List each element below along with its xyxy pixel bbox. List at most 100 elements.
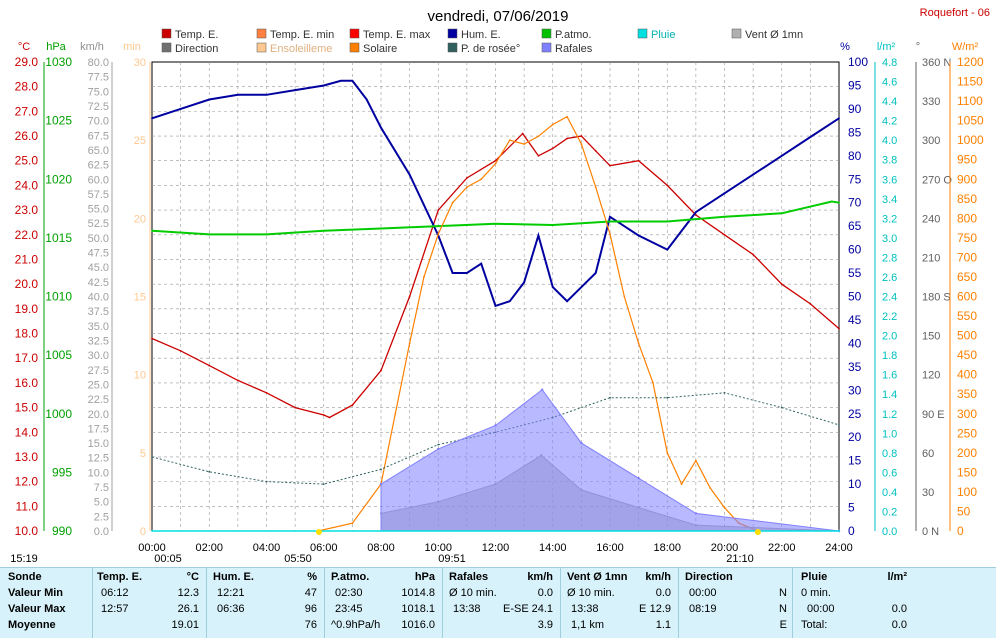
chart-title: vendredi, 07/06/2019 bbox=[428, 8, 569, 25]
data-point bbox=[838, 327, 840, 330]
data-point bbox=[609, 233, 611, 235]
data-point bbox=[680, 483, 683, 485]
data-point bbox=[465, 186, 468, 188]
humidity-tick-label: 65 bbox=[848, 219, 862, 233]
rain-tick-label: 1.0 bbox=[882, 428, 897, 440]
data-point bbox=[236, 93, 239, 96]
dir-max-value: N bbox=[779, 603, 787, 615]
data-point bbox=[666, 220, 669, 223]
data-point bbox=[809, 303, 812, 305]
sunshine-tick-label: 15 bbox=[134, 292, 146, 304]
rain-tick-label: 1.2 bbox=[882, 409, 897, 421]
rain-tick-label: 1.6 bbox=[882, 370, 897, 382]
pressure-tick-label: 1010 bbox=[45, 290, 72, 304]
time-tick-label: 10:00 bbox=[424, 542, 452, 554]
humidity-tick-label: 45 bbox=[848, 313, 862, 327]
rain-tick-label: 3.8 bbox=[882, 155, 897, 167]
rain-tick-label: 0.6 bbox=[882, 467, 897, 479]
axis-unit-label: hPa bbox=[46, 41, 66, 53]
wind-max-value: 12.9 bbox=[649, 603, 671, 615]
rain-tick-label: 2.4 bbox=[882, 292, 897, 304]
temp-unit: °C bbox=[186, 571, 199, 583]
legend-label: Ensoleilleme bbox=[270, 43, 332, 55]
time-tick-label: 04:00 bbox=[253, 542, 281, 554]
direction-tick-label: 270 O bbox=[922, 174, 952, 186]
humidity-tick-label: 90 bbox=[848, 102, 862, 116]
pressure-tick-label: 995 bbox=[52, 465, 72, 479]
data-point bbox=[780, 212, 783, 215]
data-point bbox=[723, 233, 726, 236]
humidity-tick-label: 85 bbox=[848, 125, 862, 139]
data-point bbox=[179, 108, 182, 110]
wind-tick-label: 35.0 bbox=[88, 321, 109, 333]
data-point bbox=[652, 381, 654, 384]
data-point bbox=[179, 349, 182, 352]
data-point bbox=[609, 164, 611, 167]
rain-tick-label: 4.8 bbox=[882, 57, 897, 69]
temp-header: Temp. E. bbox=[97, 571, 143, 583]
data-point bbox=[609, 396, 611, 399]
data-point bbox=[609, 215, 611, 218]
legend-label: Temp. E. min bbox=[270, 29, 334, 41]
hum-min-time: 12:21 bbox=[217, 587, 245, 599]
dir-min-time: 00:00 bbox=[689, 587, 717, 599]
temp-tick-label: 26.0 bbox=[15, 129, 39, 143]
rain-tick-label: 0.2 bbox=[882, 506, 897, 518]
data-point bbox=[508, 300, 511, 303]
solar-tick-label: 150 bbox=[957, 465, 977, 479]
data-point bbox=[666, 184, 669, 187]
wind-tick-label: 22.5 bbox=[88, 394, 109, 406]
rain-tick-label: 4.2 bbox=[882, 116, 897, 128]
wind-tick-label: 72.5 bbox=[88, 101, 109, 113]
data-point bbox=[694, 214, 697, 216]
data-point bbox=[208, 364, 211, 367]
data-point bbox=[594, 186, 597, 188]
humidity-tick-label: 50 bbox=[848, 290, 862, 304]
humidity-tick-label: 10 bbox=[848, 477, 862, 491]
humidity-tick-label: 75 bbox=[848, 172, 862, 186]
solar-tick-label: 0 bbox=[957, 524, 964, 538]
axis-unit-label: min bbox=[123, 41, 141, 53]
solar-tick-label: 800 bbox=[957, 211, 977, 225]
data-point bbox=[437, 447, 440, 451]
wind-tick-label: 15.0 bbox=[88, 438, 109, 450]
data-point bbox=[709, 487, 712, 489]
gust-header: Rafales bbox=[449, 571, 489, 583]
data-point bbox=[838, 201, 840, 204]
dir-header: Direction bbox=[685, 571, 733, 583]
temp-tick-label: 14.0 bbox=[15, 425, 39, 439]
rain-tick-label: 4.4 bbox=[882, 96, 897, 108]
temp-tick-label: 15.0 bbox=[15, 401, 39, 415]
data-point bbox=[594, 272, 597, 274]
sun-marker-icon bbox=[754, 529, 761, 535]
data-point bbox=[723, 192, 726, 195]
data-point bbox=[723, 506, 726, 509]
pres-min-value: 1014.8 bbox=[401, 587, 435, 599]
data-point bbox=[294, 89, 297, 92]
direction-tick-label: 300 bbox=[922, 135, 940, 147]
gust-max-value: 24.1 bbox=[531, 603, 553, 615]
series-gusts-area bbox=[380, 388, 840, 532]
direction-tick-label: 360 N bbox=[922, 57, 951, 69]
rain-tick-label: 3.4 bbox=[882, 194, 897, 206]
temp-tick-label: 25.0 bbox=[15, 154, 39, 168]
time-tick-label: 02:00 bbox=[195, 542, 223, 554]
pres-avg-value: 1016.0 bbox=[401, 619, 435, 631]
data-point bbox=[580, 441, 583, 445]
wind-max-time: 13:38 bbox=[571, 603, 599, 615]
direction-tick-label: 120 bbox=[922, 370, 940, 382]
temp-max-value: 26.1 bbox=[177, 603, 199, 615]
legend-swatch bbox=[161, 28, 172, 39]
stats-col-hum: Hum. E.% 12:21 47 06:36 96 76 bbox=[206, 568, 325, 638]
rain-tick-label: 0.8 bbox=[882, 448, 897, 460]
data-point bbox=[723, 215, 726, 218]
wind-tick-label: 2.5 bbox=[94, 511, 109, 523]
data-point bbox=[637, 159, 640, 162]
solar-tick-label: 250 bbox=[957, 426, 977, 440]
data-point bbox=[723, 391, 726, 394]
axis-unit-label: % bbox=[840, 41, 850, 53]
legend-swatch bbox=[161, 42, 172, 53]
sunshine-tick-label: 30 bbox=[134, 57, 146, 69]
data-point bbox=[521, 132, 524, 135]
humidity-tick-label: 100 bbox=[848, 55, 868, 69]
